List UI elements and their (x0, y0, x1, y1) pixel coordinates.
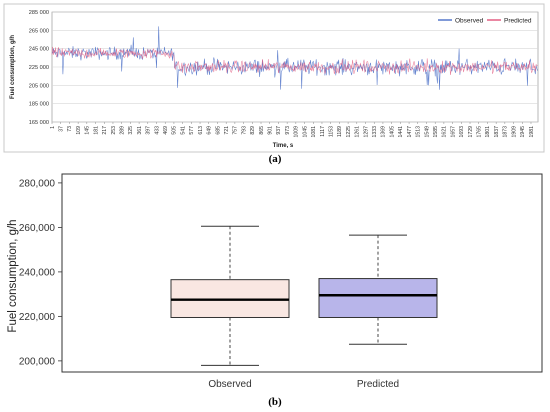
line-y-axis-label: Fuel consumption, g/h (10, 35, 16, 99)
line-x-tick-label: 793 (241, 126, 247, 135)
box-plot-area (61, 173, 543, 373)
line-x-tick-label: 1909 (511, 126, 517, 138)
line-x-tick-label: 361 (137, 126, 143, 135)
box-x-tick-label: Observed (208, 379, 251, 390)
line-x-tick-label: 1729 (468, 126, 474, 138)
line-x-tick-label: 901 (268, 126, 274, 135)
line-x-tick-label: 1585 (433, 126, 439, 138)
box-observed (170, 225, 290, 366)
line-x-tick-label: 1189 (337, 126, 343, 137)
line-x-tick-label: 1765 (477, 126, 483, 138)
line-x-tick-label: 1225 (346, 126, 352, 138)
line-x-tick-label: 865 (259, 126, 265, 135)
line-x-tick-label: 1513 (416, 126, 422, 138)
line-x-tick-label: 289 (119, 126, 125, 135)
legend-observed-label: Observed (455, 18, 484, 25)
line-legend: Observed Predicted (438, 18, 532, 25)
line-x-tick-label: 1549 (424, 126, 430, 138)
line-chart-panel: 285 000 265 000 245 000 225 000 205 000 185 0… (3, 3, 545, 153)
line-x-tick-label: 1405 (389, 126, 395, 138)
line-x-axis-label: Time, s (273, 143, 294, 149)
line-x-tick-label: 541 (180, 126, 186, 135)
line-x-tick-label: 1081 (311, 126, 317, 138)
line-x-tick-label: 829 (250, 126, 256, 135)
line-x-tick-label: 37 (59, 126, 65, 132)
line-x-tick-label: 1333 (372, 126, 378, 138)
line-x-tick-label: 505 (172, 126, 178, 135)
line-x-tick-label: 1297 (363, 126, 369, 138)
line-x-tick-labels: 1 37 73 109 145 181 217 253 289 325 361 397 433 469 50… (50, 122, 535, 138)
box-x-tick-labels: Observed Predicted (208, 379, 399, 390)
line-x-tick-label: 181 (93, 126, 99, 135)
line-x-tick-label: 253 (111, 126, 117, 135)
line-x-tick-label: 469 (163, 126, 169, 135)
line-x-tick-label: 1801 (485, 126, 491, 138)
line-x-tick-label: 145 (85, 126, 91, 135)
line-x-tick-label: 397 (146, 126, 152, 135)
legend-predicted-label: Predicted (504, 18, 532, 25)
line-x-tick-label: 973 (285, 126, 291, 135)
line-x-tick-label: 1153 (328, 126, 334, 137)
line-y-tick-label: 285 000 (29, 10, 49, 16)
line-x-tick-label: 1873 (503, 126, 509, 138)
box-iqr (318, 278, 438, 318)
line-x-tick-label: 613 (198, 126, 204, 135)
line-x-tick-label: 109 (76, 126, 82, 135)
line-x-tick-label: 1837 (494, 126, 500, 138)
box-y-tick-label: 200,000 (19, 356, 56, 367)
line-y-tick-label: 165 000 (29, 120, 49, 126)
box-predicted (318, 234, 438, 345)
box-y-axis: 200,000 220,000 240,000 260,000 280,000 (19, 178, 63, 367)
line-x-tick-label: 217 (102, 126, 108, 135)
line-x-tick-label: 1 (50, 126, 56, 129)
line-x-tick-label: 1045 (302, 126, 308, 138)
box-x-tick-label: Predicted (357, 379, 399, 390)
panel-a-label: (a) (269, 153, 282, 165)
line-series-group (51, 26, 538, 90)
box-y-tick-label: 260,000 (19, 223, 56, 234)
line-x-tick-label: 1945 (520, 126, 526, 138)
line-x-tick-label: 937 (276, 126, 282, 135)
line-y-tick-label: 185 000 (29, 102, 49, 108)
line-x-tick-label: 685 (215, 126, 221, 135)
line-x-tick-label: 73 (67, 126, 73, 132)
line-x-tick-label: 1693 (459, 126, 465, 138)
box-plot-panel: 200,000 220,000 240,000 260,000 280,000 Obse… (7, 173, 543, 390)
box-y-tick-label: 240,000 (19, 267, 56, 278)
line-x-tick-label: 325 (128, 126, 134, 135)
line-x-tick-label: 721 (224, 126, 230, 135)
line-x-tick-label: 1621 (442, 126, 448, 138)
line-x-tick-label: 1657 (450, 126, 456, 138)
line-x-tick-label: 757 (233, 126, 239, 135)
box-y-tick-label: 280,000 (19, 178, 56, 189)
line-x-tick-label: 577 (189, 126, 195, 135)
box-series-group (170, 225, 438, 366)
line-y-tick-labels: 285 000 265 000 245 000 225 000 205 000 185 0… (29, 10, 49, 126)
line-x-tick-label: 1369 (381, 126, 387, 138)
line-x-tick-label: 649 (207, 126, 213, 135)
line-y-tick-label: 225 000 (29, 65, 49, 71)
line-x-tick-label: 433 (154, 126, 160, 135)
line-x-tick-label: 1477 (407, 126, 413, 138)
line-x-tick-label: 1117 (320, 126, 326, 137)
box-y-tick-label: 220,000 (19, 312, 56, 323)
line-y-tick-label: 205 000 (29, 83, 49, 89)
line-y-tick-label: 245 000 (29, 47, 49, 53)
line-x-tick-label: 1009 (294, 126, 300, 138)
line-y-tick-label: 265 000 (29, 28, 49, 34)
box-y-axis-label: Fuel consumption, g/h (7, 219, 19, 332)
line-x-tick-label: 1981 (529, 126, 535, 138)
line-x-tick-label: 1441 (398, 126, 404, 138)
line-series-predicted (51, 46, 538, 76)
line-x-tick-label: 1261 (355, 126, 361, 138)
panel-b-label: (b) (268, 396, 282, 408)
